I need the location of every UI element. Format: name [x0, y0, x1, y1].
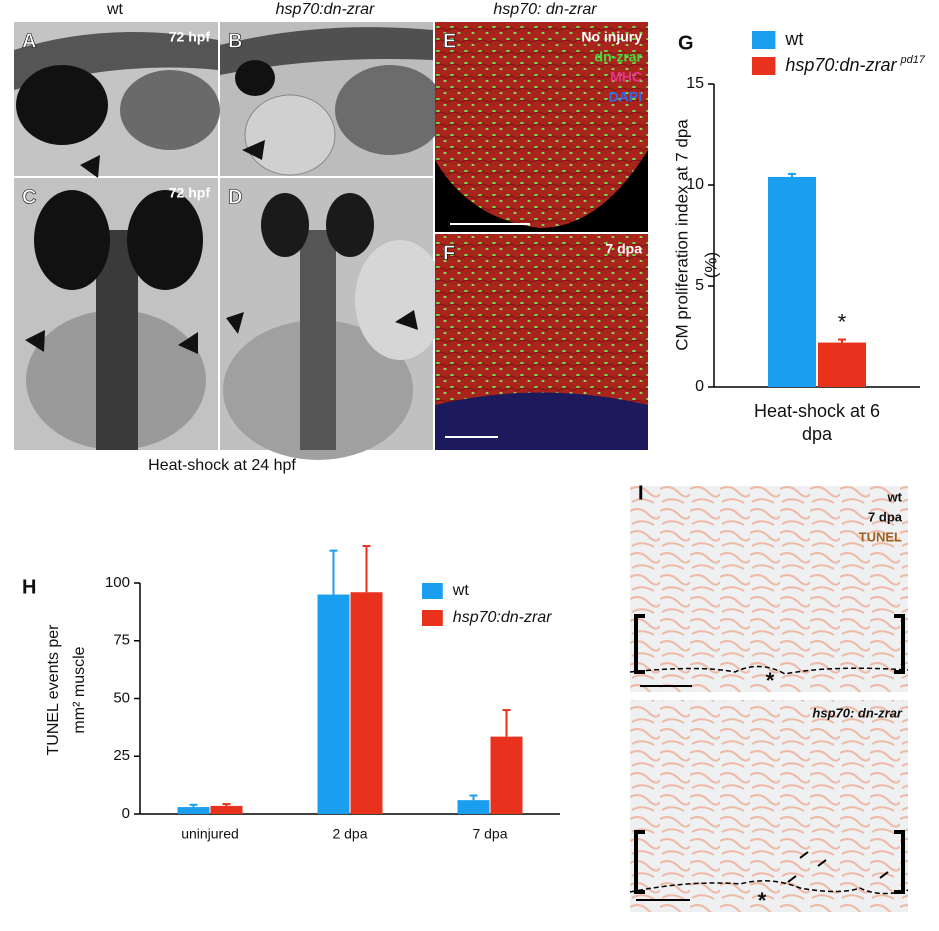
bar — [490, 736, 523, 814]
significance-mark: * — [838, 309, 847, 334]
y-tick-label: 0 — [695, 378, 704, 395]
panel-label: 72 hpf — [169, 185, 211, 201]
legend-superscript: pd17 — [899, 54, 925, 66]
panel-letter: I — [638, 482, 644, 504]
x-tick-label-box: Heat-shock at 6 dpa — [753, 401, 881, 445]
y-axis-label: mm² muscle — [71, 646, 88, 733]
panel-letter: B — [228, 30, 242, 52]
panel-label: No injury — [581, 29, 642, 45]
image-panel — [14, 178, 218, 450]
panel-letter: E — [443, 30, 456, 52]
asterisk: * — [766, 668, 775, 693]
x-tick-label: Heat-shock at 6 dpa — [753, 401, 881, 445]
panel-letter: C — [22, 186, 36, 208]
panel-label: wt — [887, 489, 903, 504]
y-tick-label: 75 — [113, 632, 130, 649]
image-panel — [435, 22, 648, 232]
panel-letter: D — [228, 186, 242, 208]
y-axis-label: TUNEL events per — [45, 624, 62, 756]
bar — [818, 342, 866, 387]
image-panel — [220, 178, 445, 460]
bar — [177, 807, 210, 814]
bar — [210, 805, 243, 814]
bar — [317, 594, 350, 814]
y-tick-label: 100 — [105, 574, 130, 591]
column-header: hsp70:dn-zrar — [276, 1, 375, 18]
panel-label: 7 dpa — [868, 509, 903, 524]
image-panel — [220, 22, 445, 176]
legend-swatch — [422, 583, 443, 599]
legend-swatch — [752, 31, 776, 49]
bar — [768, 176, 816, 387]
legend-text: wt — [784, 29, 803, 49]
column-header: wt — [106, 1, 124, 18]
panel-label: MHC — [610, 69, 642, 85]
y-axis-label: (%) — [701, 252, 720, 278]
legend-text: hsp70:dn-zrar — [453, 609, 552, 626]
asterisk: * — [758, 888, 767, 913]
panel-label: hsp70: dn-zrar — [812, 705, 903, 720]
image-panel — [629, 486, 909, 692]
x-tick-label: 7 dpa — [472, 826, 507, 842]
panel-letter: H — [22, 576, 36, 598]
panel-label: TUNEL — [859, 529, 902, 544]
bar — [350, 592, 383, 814]
legend-label: hsp70:dn-zrar — [453, 609, 552, 626]
legend-text: wt — [452, 582, 470, 599]
image-panel — [629, 700, 909, 912]
image-panel — [435, 234, 648, 450]
legend-text: hsp70:dn-zrar — [785, 55, 897, 75]
legend-label: wt — [784, 29, 803, 49]
legend-swatch — [752, 57, 776, 75]
panel-label: DAPI — [609, 89, 642, 105]
column-header: hsp70: dn-zrar — [493, 1, 597, 18]
y-tick-label: 15 — [686, 75, 704, 92]
legend-swatch — [422, 610, 443, 626]
panel-label: 7 dpa — [605, 241, 642, 257]
panel-label: 72 hpf — [169, 29, 211, 45]
bar — [457, 800, 490, 814]
panel-label: dn-zrar — [595, 49, 643, 65]
image-panel — [14, 22, 220, 178]
legend-label: hsp70:dn-zrar pd17 — [785, 54, 925, 75]
y-tick-label: 25 — [113, 747, 130, 764]
caption: Heat-shock at 24 hpf — [148, 457, 296, 474]
x-tick-label: 2 dpa — [332, 826, 367, 842]
x-tick-label: uninjured — [181, 826, 239, 842]
y-tick-label: 5 — [695, 277, 704, 294]
legend-label: wt — [452, 582, 470, 599]
y-tick-label: 0 — [122, 805, 130, 822]
y-axis-label: CM proliferation index at 7 dpa — [672, 119, 691, 351]
y-tick-label: 50 — [113, 689, 130, 706]
panel-letter: G — [678, 32, 694, 54]
panel-letter: A — [22, 30, 36, 52]
y-tick-label: 10 — [686, 176, 704, 193]
panel-letter: F — [443, 242, 455, 264]
